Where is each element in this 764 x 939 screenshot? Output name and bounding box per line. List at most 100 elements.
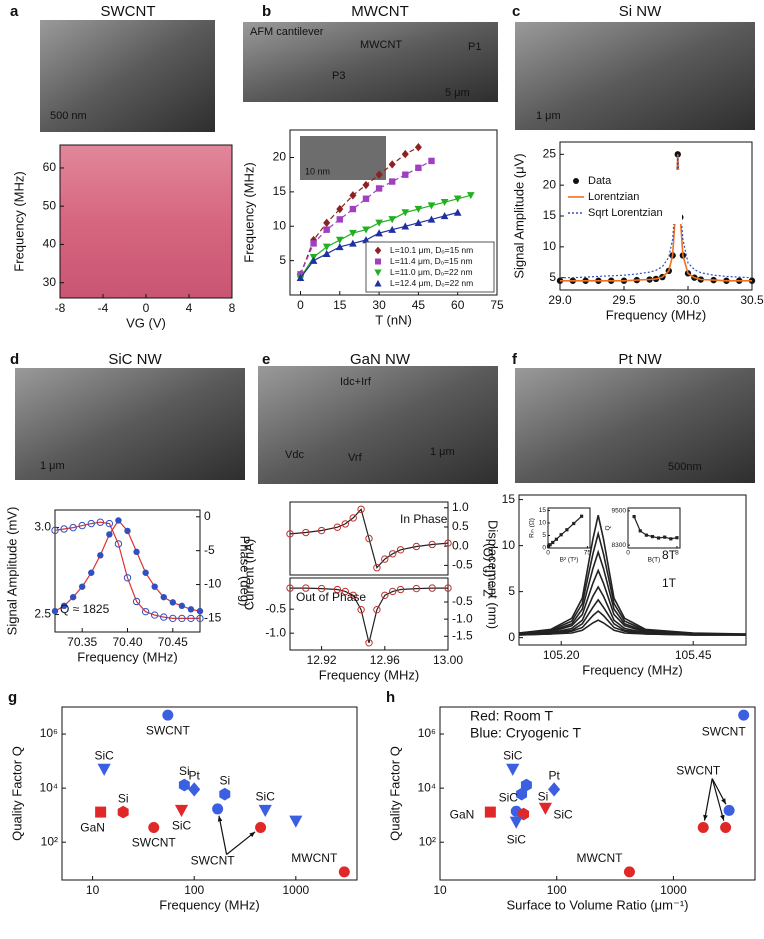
point-label: Si (538, 789, 549, 803)
y-axis-label: Rₘ (Ω) (529, 518, 536, 538)
legend-box (365, 241, 495, 293)
x-tick-label: 30.0 (676, 293, 700, 307)
point-label: SiC (507, 832, 527, 846)
point-label: Pt (189, 769, 201, 783)
image-label: Vrf (348, 452, 363, 464)
y-tick-label: 40 (43, 237, 57, 251)
marker (440, 198, 449, 207)
marker (336, 216, 343, 223)
x-axis-label: B² (T²) (560, 557, 579, 564)
y2-tick-label: -5 (204, 543, 215, 557)
point-label: SiC (94, 748, 114, 762)
y-axis-label: Quality Factor Q (9, 746, 24, 841)
image-label: 500 nm (50, 110, 87, 122)
marker (96, 518, 105, 526)
image-label: 1 μm (40, 460, 65, 472)
point-label: SWCNT (132, 836, 177, 850)
y-tick-label: 20 (273, 150, 287, 164)
x-tick-label: 0 (297, 298, 304, 312)
marker (373, 605, 381, 614)
x-tick-label: 10 (433, 883, 447, 897)
y-axis-label: Current (nA) (241, 539, 256, 611)
x-tick-label: 0 (546, 550, 550, 557)
marker (388, 216, 397, 224)
x-axis-label: Surface to Volume Ratio (μm⁻¹) (507, 897, 689, 912)
marker (623, 866, 635, 878)
marker (573, 178, 579, 184)
annotation: 1T (662, 576, 677, 590)
x-tick-label: 30.5 (740, 293, 764, 307)
marker (124, 527, 131, 535)
marker (60, 602, 68, 610)
heatmap (60, 145, 232, 298)
marker (388, 160, 396, 169)
fit-line (289, 508, 449, 569)
marker (106, 531, 113, 538)
marker (141, 607, 150, 616)
image-label: AFM cantilever (250, 26, 324, 38)
annotation: In Phase (400, 512, 448, 526)
point-label: GaN (450, 807, 475, 821)
y-axis-label: Frequency (MHz) (11, 171, 26, 271)
panel-letter: h (386, 689, 395, 706)
marker (142, 569, 149, 576)
x-tick-label: 8 (675, 550, 679, 557)
marker (286, 530, 294, 538)
x-axis-label: B(T) (648, 557, 661, 564)
plot-frame (559, 141, 753, 291)
marker (453, 208, 462, 216)
y-tick-label: 3.0 (34, 520, 51, 534)
y2-tick-label: 0.0 (452, 538, 469, 552)
marker (509, 816, 523, 829)
y-tick-label: 5 (549, 270, 556, 284)
marker (401, 149, 409, 159)
marker (323, 218, 331, 227)
marker (188, 782, 201, 797)
x-tick-label: 100 (184, 883, 204, 897)
plot-area (440, 707, 755, 880)
y2-tick-label: -0.5 (452, 594, 473, 608)
x-tick-label: 12.96 (370, 653, 400, 667)
marker (632, 514, 636, 519)
marker (414, 143, 422, 152)
marker (375, 229, 383, 237)
x-tick-label: 1000 (282, 883, 309, 897)
marker (51, 607, 59, 615)
marker (187, 606, 195, 613)
y-tick-label: 30 (43, 275, 57, 289)
marker (115, 517, 122, 524)
legend-label: Sqrt Lorentzian (588, 207, 663, 219)
y-tick-label: 9500 (612, 508, 627, 515)
marker (506, 763, 520, 776)
marker (78, 521, 86, 530)
y2-tick-label: 0 (204, 509, 211, 523)
marker (95, 806, 107, 818)
marker (375, 219, 383, 227)
marker (88, 569, 95, 576)
image-label: 1 μm (430, 446, 455, 458)
panel-letter: a (10, 3, 19, 20)
y-tick-label: 10⁴ (39, 780, 58, 794)
marker (169, 599, 177, 606)
marker (365, 534, 373, 543)
x-tick-label: 70.45 (158, 635, 188, 649)
x-tick-label: -8 (55, 301, 66, 315)
marker (133, 548, 140, 556)
x-tick-label: 105.45 (675, 648, 712, 662)
marker (255, 821, 267, 833)
x-axis-label: Frequency (MHz) (319, 667, 419, 682)
image-label: 5 μm (445, 87, 470, 99)
y-tick-label: 15 (273, 184, 287, 198)
marker (114, 540, 123, 548)
annotation: Red: Room T (470, 708, 553, 724)
point-label: Si (219, 773, 230, 787)
plot-frame (54, 509, 201, 633)
marker (258, 804, 272, 817)
plot-frame (547, 507, 591, 549)
x-axis-label: Frequency (MHz) (582, 662, 682, 677)
marker (580, 514, 584, 518)
point-label: SWCNT (702, 724, 747, 738)
marker (338, 866, 350, 878)
x-tick-label: 13.00 (433, 653, 463, 667)
y-tick-label: 15 (502, 492, 516, 506)
